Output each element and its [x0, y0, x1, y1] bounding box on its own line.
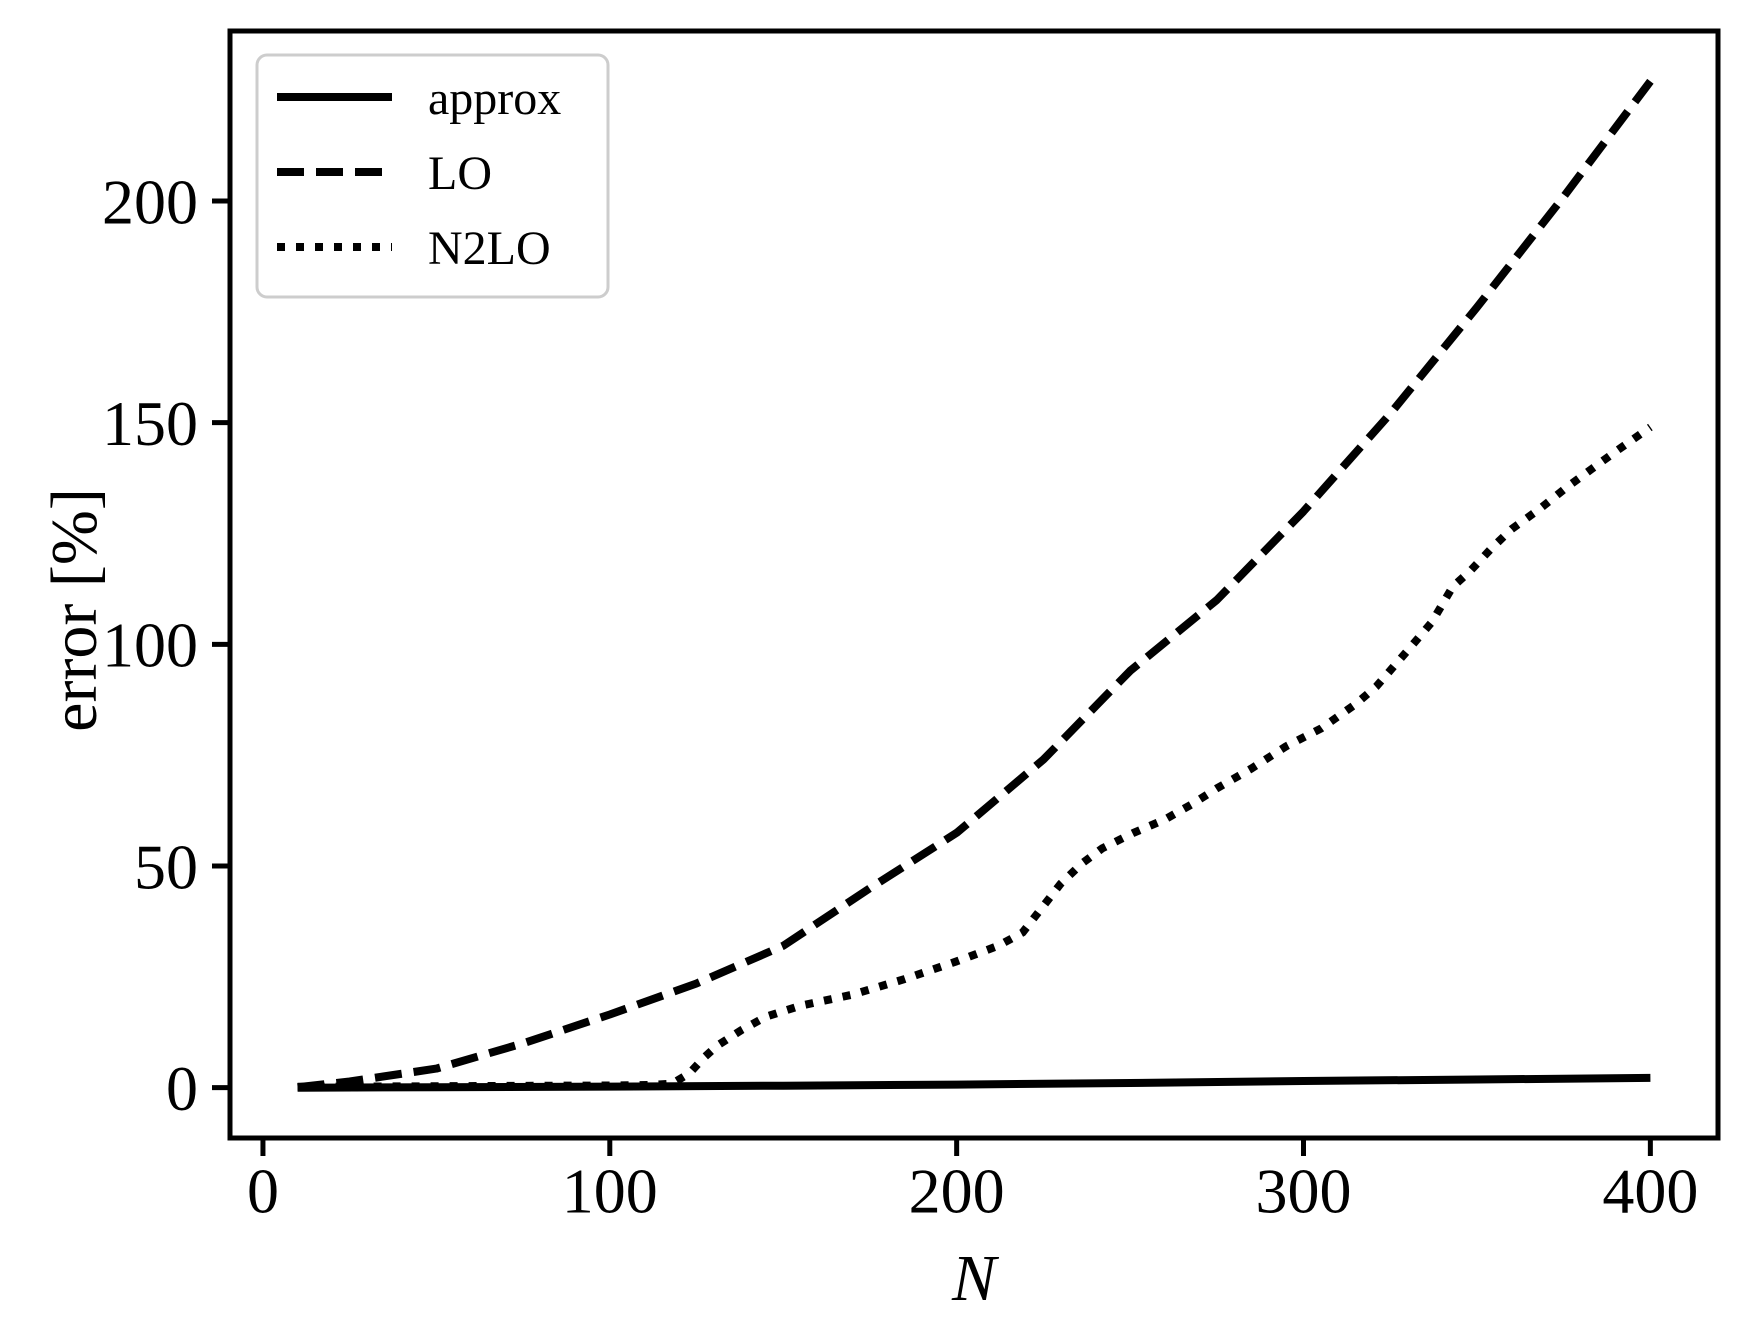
y-tick-label: 50	[134, 831, 198, 902]
x-tick-label: 400	[1602, 1155, 1698, 1226]
x-tick-label: 300	[1256, 1155, 1352, 1226]
y-tick-label: 200	[102, 166, 198, 237]
series-line-n2lo	[297, 423, 1653, 1091]
legend: approx LO N2LO	[255, 53, 610, 299]
x-tick-label: 200	[909, 1155, 1005, 1226]
y-tick-label: 150	[102, 388, 198, 459]
legend-box	[255, 53, 610, 299]
x-tick-label: 100	[562, 1155, 658, 1226]
y-axis-ticks: 0 50 100 150 200	[102, 166, 230, 1124]
y-tick-label: 0	[166, 1053, 198, 1124]
legend-label-approx: approx	[428, 72, 561, 125]
y-tick-label: 100	[102, 610, 198, 681]
x-axis-ticks: 0 100 200 300 400	[247, 1138, 1698, 1226]
x-tick-label: 0	[247, 1155, 279, 1226]
series-group	[297, 78, 1654, 1092]
plot-area	[227, 28, 1721, 1141]
series-line-lo	[297, 78, 1654, 1092]
y-axis-label: error [%]	[38, 488, 111, 732]
legend-label-lo: LO	[428, 147, 492, 200]
legend-label-n2lo: N2LO	[428, 222, 551, 275]
x-axis-label: N	[951, 1242, 1000, 1315]
